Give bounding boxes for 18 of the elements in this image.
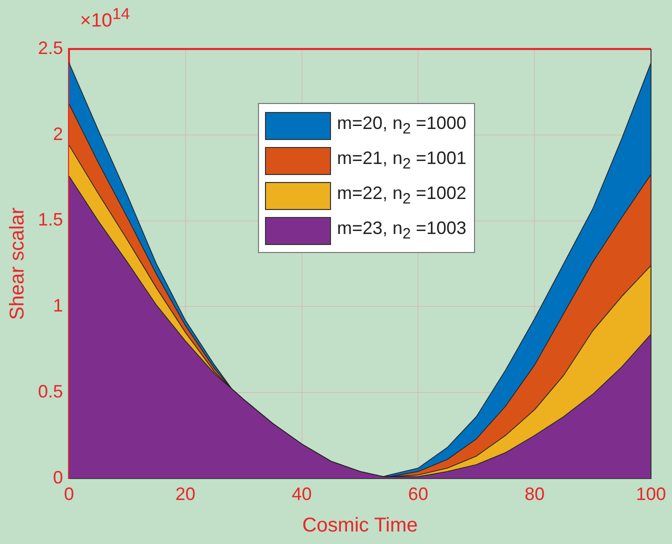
y-tick-label: 0 [53,467,64,488]
y-tick-label: 1.5 [38,210,64,230]
legend-label: m=23, n$_{2}$ =1003 [337,218,466,243]
y-axis-title: Shear scalar [6,207,29,320]
legend-label: m=20, n$_{2}$ =1000 [337,113,466,138]
y-tick-label: 2 [53,124,64,144]
y-tick-label: 0.5 [38,381,64,402]
legend-label: m=22, n$_{2}$ =1002 [337,183,466,208]
x-tick-label: 80 [524,484,545,504]
x-tick-label: 20 [175,484,196,504]
x-tick-label: 60 [408,484,428,504]
y-tick-label: 1 [53,296,64,316]
legend-label: m=21, n$_{2}$ =1001 [337,148,466,173]
x-axis-title: Cosmic Time [302,514,418,537]
x-tick-label: 100 [636,484,666,504]
x-tick-label: 40 [292,484,312,504]
y-tick-label: 2.5 [38,38,64,58]
text: ×10$^{14}$ [80,6,130,32]
